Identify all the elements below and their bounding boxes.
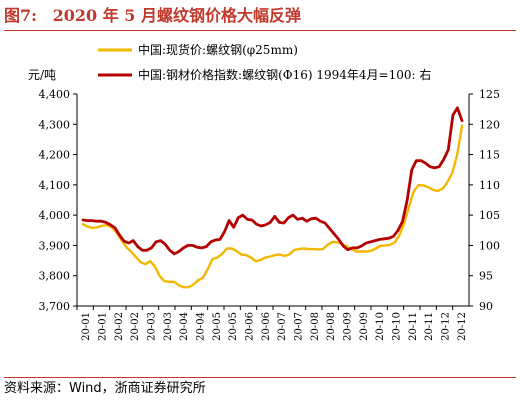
x-tick-label: 20-10 (375, 312, 386, 341)
left-tick-label: 4,300 (39, 118, 71, 131)
price-chart: 3,700 3,800 3,900 4,000 4,100 4,200 4,300 4,400… (28, 42, 500, 341)
right-tick-label: 125 (479, 88, 500, 101)
chart-axes: 3,700 3,800 3,900 4,000 4,100 4,200 4,300 4,400… (28, 68, 500, 341)
spot-price-line (81, 124, 464, 289)
x-tick-label: 20-09 (359, 312, 370, 341)
x-tick-label: 20-11 (424, 312, 435, 341)
x-tick-label: 20-02 (114, 312, 125, 341)
x-tick-label: 20-02 (130, 312, 141, 341)
left-tick-label: 3,900 (39, 239, 71, 252)
x-tick-label: 20-08 (326, 312, 337, 341)
x-tick-label: 20-07 (294, 312, 305, 341)
legend-label: 中国:现货价:螺纹钢(φ25mm) (138, 42, 298, 57)
left-tick-label: 4,000 (39, 209, 71, 222)
x-tick-label: 20-04 (179, 312, 190, 341)
x-tick-label: 20-12 (441, 312, 452, 341)
x-tick-label: 20-03 (147, 312, 158, 341)
x-tick-label: 20-06 (245, 312, 256, 341)
left-tick-label: 4,100 (39, 179, 71, 192)
x-tick-label: 20-10 (392, 312, 403, 341)
x-tick-label: 20-12 (457, 312, 468, 341)
price-index-line (81, 106, 464, 256)
left-tick-label: 3,800 (39, 270, 71, 283)
x-tick-label: 20-05 (228, 312, 239, 341)
right-tick-label: 120 (479, 118, 500, 131)
x-tick-label: 20-01 (98, 312, 109, 341)
x-tick-label: 20-04 (196, 312, 207, 341)
left-tick-label: 3,700 (39, 300, 71, 313)
right-tick-label: 105 (479, 209, 500, 222)
left-tick-label: 4,400 (39, 88, 71, 101)
x-tick-label: 20-03 (163, 312, 174, 341)
chart-legend: 中国:现货价:螺纹钢(φ25mm) 中国:钢材价格指数:螺纹钢(Φ16) 1994… (98, 42, 431, 82)
right-tick-label: 95 (479, 270, 493, 283)
right-tick-label: 110 (479, 179, 500, 192)
legend-label: 中国:钢材价格指数:螺纹钢(Φ16) 1994年4月=100: 右 (138, 67, 431, 82)
left-axis-unit: 元/吨 (28, 68, 56, 82)
right-tick-label: 90 (479, 300, 493, 313)
figure-title: 2020 年 5 月螺纹钢价格大幅反弹 (52, 6, 302, 25)
figure-title-bar: 图7: 2020 年 5 月螺纹钢价格大幅反弹 (4, 4, 516, 31)
left-tick-label: 4,200 (39, 149, 71, 162)
source-note: 资料来源：Wind，浙商证券研究所 (4, 377, 516, 400)
x-tick-label: 20-06 (261, 312, 272, 341)
x-tick-label: 20-05 (212, 312, 223, 341)
x-tick-label: 20-11 (408, 312, 419, 341)
x-tick-label: 20-01 (81, 312, 92, 341)
right-tick-label: 115 (479, 149, 500, 162)
figure-number: 图7: (4, 6, 38, 25)
x-tick-label: 20-07 (277, 312, 288, 341)
x-tick-label: 20-09 (343, 312, 354, 341)
right-tick-label: 100 (479, 239, 500, 252)
x-tick-label: 20-08 (310, 312, 321, 341)
chart-series (81, 106, 464, 289)
